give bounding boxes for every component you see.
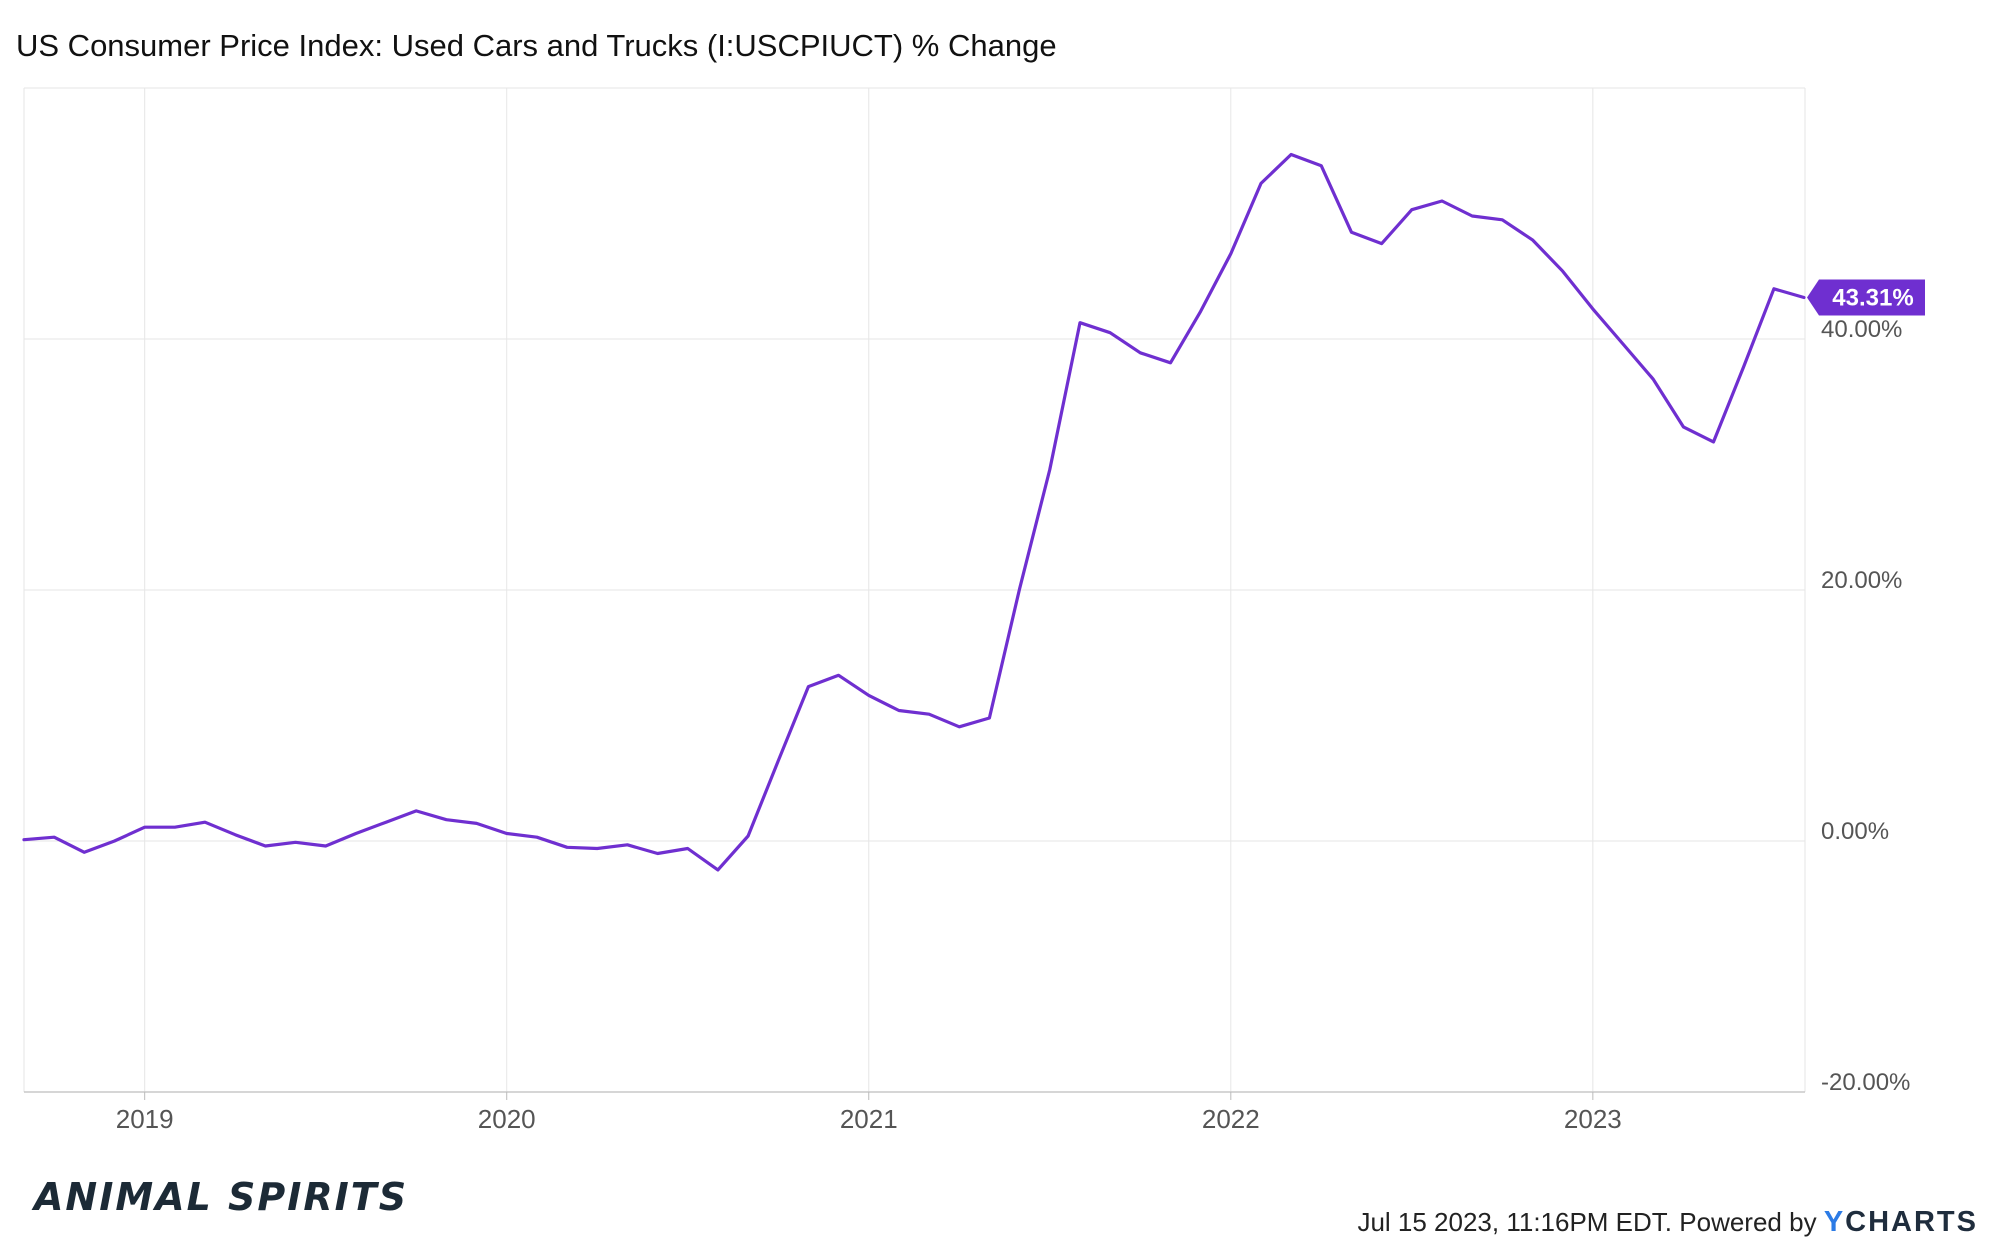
x-tick-label: 2019 [116, 1104, 174, 1134]
last-value-badge: 43.31% [1807, 279, 1925, 316]
grid-lines [24, 88, 1805, 1092]
y-tick-label: 40.00% [1821, 316, 1902, 343]
x-tick-label: 2021 [840, 1104, 898, 1134]
plot-frame [23, 87, 1806, 1093]
x-tick-label: 2022 [1202, 1104, 1260, 1134]
footer: Jul 15 2023, 11:16PM EDT. Powered by YCH… [1357, 1206, 1978, 1239]
ycharts-logo-y: Y [1823, 1206, 1846, 1238]
ycharts-logo-rest: CHARTS [1845, 1206, 1978, 1238]
y-tick-label: 0.00% [1821, 818, 1889, 845]
ycharts-logo[interactable]: YCHARTS [1824, 1206, 1978, 1238]
last-value-badge-shape [1807, 279, 1925, 316]
chart-title: US Consumer Price Index: Used Cars and T… [16, 28, 1057, 63]
last-value-label: 43.31% [1832, 284, 1913, 311]
footer-timestamp: Jul 15 2023, 11:16PM EDT. [1357, 1207, 1673, 1237]
y-tick-label: -20.00% [1821, 1069, 1910, 1096]
axis-labels: -20.00% 0.00% 20.00% 40.00% 2019 2020 2021 2022… [116, 316, 1911, 1134]
series-layer [22, 152, 1806, 872]
y-tick-label: 20.00% [1821, 567, 1902, 594]
series-line [22, 152, 1806, 872]
x-tick-label: 2020 [478, 1104, 536, 1134]
x-tick-label: 2023 [1564, 1104, 1622, 1134]
animal-spirits-logo: ANIMAL SPIRITS [34, 1175, 409, 1219]
footer-powered-by: Powered by [1679, 1207, 1817, 1237]
